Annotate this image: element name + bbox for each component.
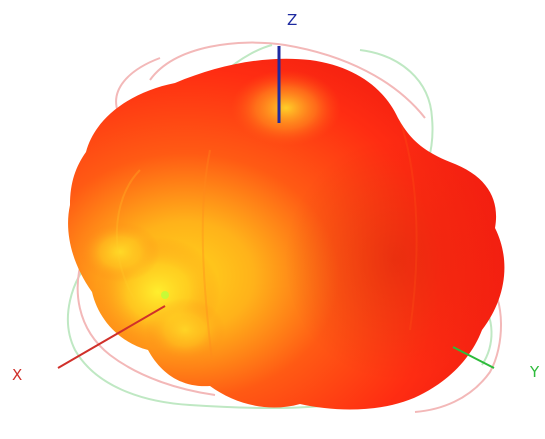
y-axis-label: Y (529, 363, 540, 381)
origin-marker (161, 291, 169, 299)
reference-rings (67, 41, 502, 413)
red-reference-ring (149, 41, 426, 119)
radiation-pattern-surface[interactable] (68, 58, 505, 410)
red-reference-ring (414, 279, 502, 413)
axes (57, 46, 495, 369)
x-axis-label: X (12, 366, 22, 384)
green-reference-ring (67, 254, 331, 410)
green-reference-ring (359, 49, 434, 163)
x-axis-line (57, 305, 166, 369)
z-axis-label: Z (287, 11, 297, 29)
y-axis-line (452, 346, 495, 369)
red-reference-ring (115, 57, 161, 113)
red-reference-ring (76, 249, 216, 396)
